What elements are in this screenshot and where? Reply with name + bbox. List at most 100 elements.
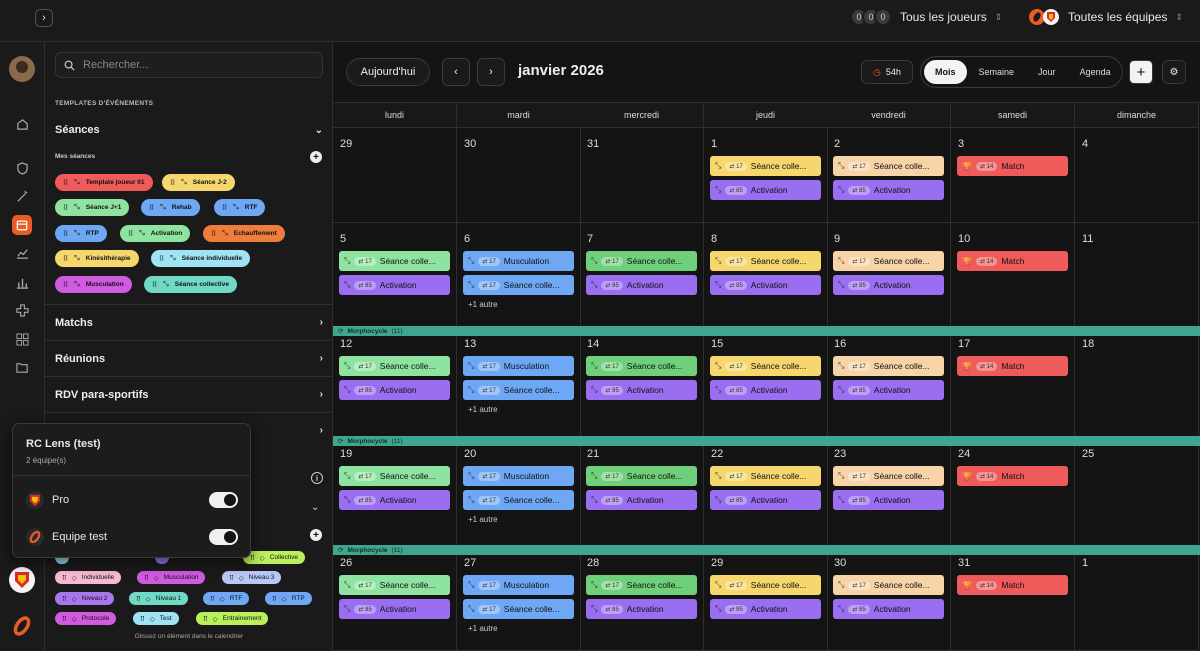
template-chip[interactable]: ⠿ ⤡ Musculation xyxy=(55,276,132,293)
day-cell[interactable]: 18 xyxy=(1075,328,1199,438)
event-collective[interactable]: ⤡ ⇄ 17 Séance colle... xyxy=(710,156,821,176)
morphocycle-band[interactable]: ⟳ Morphocycle (11) xyxy=(333,545,1200,555)
day-cell[interactable]: 1 ⤡ ⇄ 17 Séance colle... ⤡ ⇄ 85 Activation xyxy=(704,128,828,223)
event-match[interactable]: 🏆 ⇄ 14 Match xyxy=(957,466,1068,486)
event-activation[interactable]: ⤡ ⇄ 85 Activation xyxy=(586,275,697,295)
event-match[interactable]: 🏆 ⇄ 14 Match xyxy=(957,575,1068,595)
event-activation[interactable]: ⤡ ⇄ 85 Activation xyxy=(586,490,697,510)
day-cell[interactable]: 21 ⤡ ⇄ 17 Séance colle... ⤡ ⇄ 85 Activation xyxy=(580,438,704,547)
tag-chip[interactable]: ⠿ ◇ Niveau 3 xyxy=(222,571,282,584)
event-activation[interactable]: ⤡ ⇄ 85 Activation xyxy=(833,180,944,200)
shield-icon[interactable] xyxy=(12,158,32,178)
drag-handle-icon[interactable]: ⠿ xyxy=(63,230,69,238)
search-box[interactable] xyxy=(55,52,323,78)
drag-handle-icon[interactable]: ⠿ xyxy=(63,204,69,212)
team-toggle[interactable] xyxy=(209,529,238,545)
expand-sidebar-button[interactable]: › xyxy=(35,9,53,27)
day-cell[interactable]: 9 ⤡ ⇄ 17 Séance colle... ⤡ ⇄ 85 Activation xyxy=(827,223,951,328)
duration-badge[interactable]: ◷ 54h xyxy=(861,60,913,84)
day-cell[interactable]: 6 ⤡ ⇄ 17 Musculation ⤡ ⇄ 17 Séance colle... +1 … xyxy=(457,223,581,328)
event-collective[interactable]: ⤡ ⇄ 17 Séance colle... xyxy=(586,466,697,486)
add-event-button[interactable]: + xyxy=(1129,60,1153,84)
section-collapsed[interactable]: › xyxy=(45,412,332,448)
event-activation[interactable]: ⤡ ⇄ 85 Activation xyxy=(339,490,450,510)
more-events-link[interactable]: +1 autre xyxy=(468,300,498,309)
view-month[interactable]: Mois xyxy=(924,60,967,84)
teams-filter[interactable]: Toutes les équipes ⇕ xyxy=(1028,8,1183,26)
drag-handle-icon[interactable]: ⠿ xyxy=(144,574,149,582)
day-cell[interactable]: 27 ⤡ ⇄ 17 Musculation ⤡ ⇄ 17 Séance colle... +1… xyxy=(457,547,581,651)
line-chart-icon[interactable] xyxy=(12,243,32,263)
today-button[interactable]: Aujourd'hui xyxy=(346,58,430,86)
prev-month-button[interactable]: ‹ xyxy=(442,58,470,86)
event-musculation[interactable]: ⤡ ⇄ 17 Musculation xyxy=(463,356,574,376)
tag-chip[interactable]: ⠿ ◇ Individuelle xyxy=(55,571,122,584)
day-cell[interactable]: 28 ⤡ ⇄ 17 Séance colle... ⤡ ⇄ 85 Activation xyxy=(580,547,704,651)
template-chip[interactable]: ⠿ ⤡ Template joueur 01 xyxy=(55,174,153,191)
event-collective[interactable]: ⤡ ⇄ 17 Séance colle... xyxy=(710,356,821,376)
club-crest-icon[interactable] xyxy=(9,567,35,593)
drag-handle-icon[interactable]: ⠿ xyxy=(128,230,134,238)
event-collective[interactable]: ⤡ ⇄ 17 Séance colle... xyxy=(833,575,944,595)
event-activation[interactable]: ⤡ ⇄ 85 Activation xyxy=(833,490,944,510)
event-collective[interactable]: ⤡ ⇄ 17 Séance colle... xyxy=(833,156,944,176)
day-cell[interactable]: 19 ⤡ ⇄ 17 Séance colle... ⤡ ⇄ 85 Activation xyxy=(333,438,457,547)
day-cell[interactable]: 17 🏆 ⇄ 14 Match xyxy=(951,328,1075,438)
drag-handle-icon[interactable]: ⠿ xyxy=(149,204,155,212)
grid-icon[interactable] xyxy=(12,329,32,349)
calendar-icon[interactable] xyxy=(12,215,32,235)
day-cell[interactable]: 1 xyxy=(1075,547,1199,651)
template-chip[interactable]: ⠿ ⤡ Kinésithérapie xyxy=(55,250,139,267)
event-collective[interactable]: ⤡ ⇄ 17 Séance colle... xyxy=(833,251,944,271)
add-template-button[interactable]: + xyxy=(310,151,322,163)
event-collective[interactable]: ⤡ ⇄ 17 Séance colle... xyxy=(339,251,450,271)
folder-search-icon[interactable] xyxy=(12,357,32,377)
template-chip[interactable]: ⠿ ⤡ Rehab xyxy=(141,199,200,216)
tag-chip[interactable]: ⠿ ◇ Collective xyxy=(243,551,305,564)
day-cell[interactable]: 31 🏆 ⇄ 14 Match xyxy=(951,547,1075,651)
search-input[interactable] xyxy=(83,59,303,71)
day-cell[interactable]: 22 ⤡ ⇄ 17 Séance colle... ⤡ ⇄ 85 Activation xyxy=(704,438,828,547)
drag-handle-icon[interactable]: ⠿ xyxy=(250,554,255,562)
players-filter[interactable]: 0 0 0 Tous les joueurs ⇕ xyxy=(850,8,1002,26)
day-cell[interactable]: 5 ⤡ ⇄ 17 Séance colle... ⤡ ⇄ 85 Activation xyxy=(333,223,457,328)
day-cell[interactable]: 13 ⤡ ⇄ 17 Musculation ⤡ ⇄ 17 Séance colle... +1… xyxy=(457,328,581,438)
day-cell[interactable]: 23 ⤡ ⇄ 17 Séance colle... ⤡ ⇄ 85 Activation xyxy=(827,438,951,547)
day-cell[interactable]: 30 ⤡ ⇄ 17 Séance colle... ⤡ ⇄ 85 Activation xyxy=(827,547,951,651)
event-collective[interactable]: ⤡ ⇄ 17 Séance colle... xyxy=(833,356,944,376)
drag-handle-icon[interactable]: ⠿ xyxy=(272,595,277,603)
home-icon[interactable] xyxy=(12,114,32,134)
event-activation[interactable]: ⤡ ⇄ 85 Activation xyxy=(339,275,450,295)
event-collective[interactable]: ⤡ ⇄ 17 Séance colle... xyxy=(710,575,821,595)
drag-handle-icon[interactable]: ⠿ xyxy=(203,615,208,623)
tag-chip[interactable]: ⠿ ◇ Entrainement xyxy=(196,612,269,625)
bar-chart-icon[interactable] xyxy=(12,272,32,292)
section-reunions[interactable]: Réunions › xyxy=(45,340,332,376)
template-chip[interactable]: ⠿ ⤡ Séance individuelle xyxy=(151,250,251,267)
tag-chip[interactable]: ⠿ ◇ Protocole xyxy=(55,612,117,625)
tag-chip[interactable]: ⠿ ◇ Niveau 2 xyxy=(55,592,115,605)
day-cell[interactable]: 24 🏆 ⇄ 14 Match xyxy=(951,438,1075,547)
drag-handle-icon[interactable]: ⠿ xyxy=(170,179,176,187)
event-activation[interactable]: ⤡ ⇄ 85 Activation xyxy=(833,599,944,619)
morphocycle-band[interactable]: ⟳ Morphocycle (11) xyxy=(333,436,1200,446)
tag-chip[interactable]: ⠿ ◇ Niveau 1 xyxy=(129,592,189,605)
medical-cross-icon[interactable] xyxy=(12,300,32,320)
event-activation[interactable]: ⤡ ⇄ 85 Activation xyxy=(586,599,697,619)
template-chip[interactable]: ⠿ ⤡ Echauffement xyxy=(203,225,285,242)
event-collective[interactable]: ⤡ ⇄ 17 Séance colle... xyxy=(833,466,944,486)
template-chip[interactable]: ⠿ ⤡ RTF xyxy=(214,199,266,216)
drag-handle-icon[interactable]: ⠿ xyxy=(159,255,165,263)
event-collective[interactable]: ⤡ ⇄ 17 Séance colle... xyxy=(463,490,574,510)
event-activation[interactable]: ⤡ ⇄ 85 Activation xyxy=(710,180,821,200)
template-chip[interactable]: ⠿ ⤡ RTP xyxy=(55,225,107,242)
info-icon[interactable]: i xyxy=(311,472,323,484)
day-cell[interactable]: 14 ⤡ ⇄ 17 Séance colle... ⤡ ⇄ 85 Activation xyxy=(580,328,704,438)
drag-handle-icon[interactable]: ⠿ xyxy=(210,595,215,603)
add-tag-button[interactable]: + xyxy=(310,529,322,541)
event-collective[interactable]: ⤡ ⇄ 17 Séance colle... xyxy=(339,575,450,595)
day-cell[interactable]: 26 ⤡ ⇄ 17 Séance colle... ⤡ ⇄ 85 Activation xyxy=(333,547,457,651)
event-activation[interactable]: ⤡ ⇄ 85 Activation xyxy=(339,380,450,400)
event-activation[interactable]: ⤡ ⇄ 85 Activation xyxy=(710,490,821,510)
day-cell[interactable]: 30 xyxy=(457,128,581,223)
